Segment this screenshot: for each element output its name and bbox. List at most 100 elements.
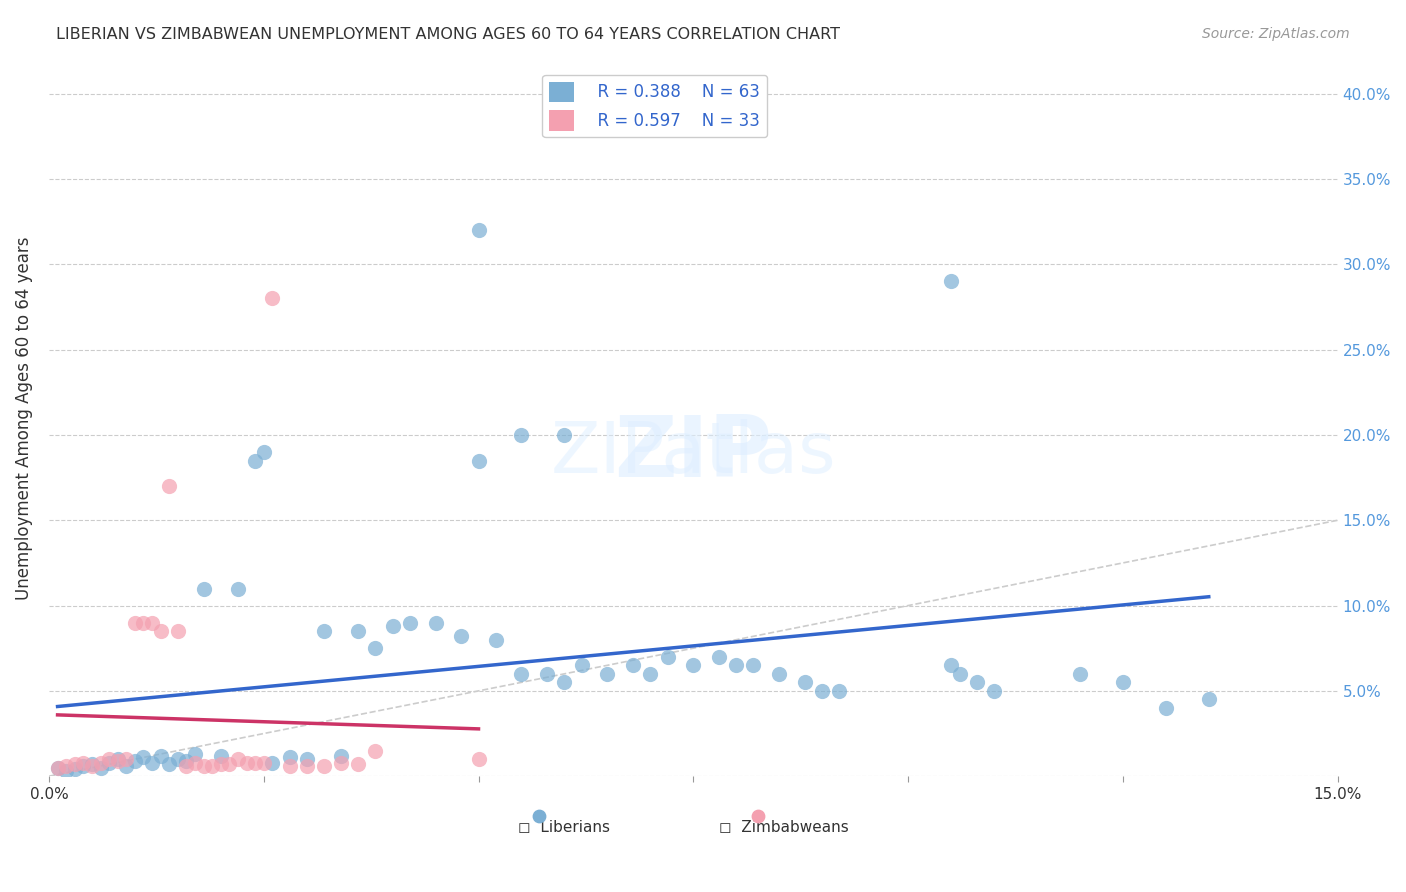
Point	[72, 759, 94, 773]
Point	[553, 675, 575, 690]
Point	[425, 615, 447, 630]
Point	[330, 756, 353, 770]
Point	[226, 582, 249, 596]
Point	[115, 752, 138, 766]
Point	[226, 752, 249, 766]
Point	[1069, 666, 1091, 681]
Point	[966, 675, 988, 690]
Point	[80, 757, 103, 772]
Legend:   R = 0.388    N = 63,   R = 0.597    N = 33: R = 0.388 N = 63, R = 0.597 N = 33	[543, 75, 766, 137]
Point	[184, 756, 207, 770]
Text: ◻  Liberians: ◻ Liberians	[519, 819, 610, 834]
Point	[46, 761, 69, 775]
Point	[80, 759, 103, 773]
Point	[725, 658, 748, 673]
Point	[193, 759, 215, 773]
Point	[132, 615, 155, 630]
Point	[364, 743, 387, 757]
Point	[157, 757, 180, 772]
Point	[63, 763, 86, 777]
Point	[794, 675, 817, 690]
Point	[330, 748, 353, 763]
Point	[621, 658, 644, 673]
Point	[510, 666, 533, 681]
Point	[364, 641, 387, 656]
Point	[209, 757, 232, 772]
Point	[98, 752, 121, 766]
Point	[939, 658, 962, 673]
Point	[278, 750, 301, 764]
Point	[253, 756, 276, 770]
Point	[347, 624, 370, 639]
Point	[98, 756, 121, 770]
Point	[811, 684, 834, 698]
Point	[55, 759, 77, 773]
Point	[553, 428, 575, 442]
Point	[450, 629, 472, 643]
Point	[63, 757, 86, 772]
Point	[278, 759, 301, 773]
Point	[467, 223, 489, 237]
Point	[141, 756, 163, 770]
Point	[184, 747, 207, 761]
Point	[46, 761, 69, 775]
Point	[536, 666, 558, 681]
Point	[262, 756, 284, 770]
Point	[939, 274, 962, 288]
Point	[347, 757, 370, 772]
Point	[768, 666, 790, 681]
Point	[115, 759, 138, 773]
Point	[828, 684, 851, 698]
Point	[983, 684, 1005, 698]
Text: ZIP: ZIP	[614, 412, 772, 495]
Point	[949, 666, 972, 681]
Point	[243, 453, 266, 467]
Point	[149, 624, 172, 639]
Point	[398, 615, 420, 630]
Point	[253, 445, 276, 459]
Point	[141, 615, 163, 630]
Point	[235, 756, 257, 770]
Point	[640, 666, 662, 681]
Point	[209, 748, 232, 763]
Point	[55, 764, 77, 778]
Point	[89, 756, 111, 770]
Point	[262, 292, 284, 306]
Point	[176, 759, 198, 773]
Text: LIBERIAN VS ZIMBABWEAN UNEMPLOYMENT AMONG AGES 60 TO 64 YEARS CORRELATION CHART: LIBERIAN VS ZIMBABWEAN UNEMPLOYMENT AMON…	[56, 27, 841, 42]
Text: ◻  Zimbabweans: ◻ Zimbabweans	[718, 819, 848, 834]
Point	[1198, 692, 1220, 706]
Point	[201, 759, 224, 773]
Point	[193, 582, 215, 596]
Point	[72, 756, 94, 770]
Point	[176, 754, 198, 768]
Point	[89, 761, 111, 775]
Point	[218, 757, 240, 772]
Point	[295, 752, 318, 766]
Point	[381, 619, 404, 633]
Point	[657, 649, 679, 664]
Point	[1154, 701, 1177, 715]
Point	[149, 748, 172, 763]
Y-axis label: Unemployment Among Ages 60 to 64 years: Unemployment Among Ages 60 to 64 years	[15, 236, 32, 599]
Point	[707, 649, 730, 664]
Point	[107, 754, 129, 768]
Point	[166, 752, 188, 766]
Point	[571, 658, 593, 673]
Point	[243, 756, 266, 770]
Point	[132, 750, 155, 764]
Point	[157, 479, 180, 493]
Point	[510, 428, 533, 442]
Point	[124, 615, 146, 630]
Point	[166, 624, 188, 639]
Point	[312, 759, 335, 773]
Point	[485, 632, 508, 647]
Text: Source: ZipAtlas.com: Source: ZipAtlas.com	[1202, 27, 1350, 41]
Point	[1112, 675, 1135, 690]
Point	[682, 658, 704, 673]
Point	[596, 666, 619, 681]
Point	[107, 752, 129, 766]
Point	[312, 624, 335, 639]
Text: ZIPatlas: ZIPatlas	[551, 419, 837, 488]
Point	[742, 658, 765, 673]
